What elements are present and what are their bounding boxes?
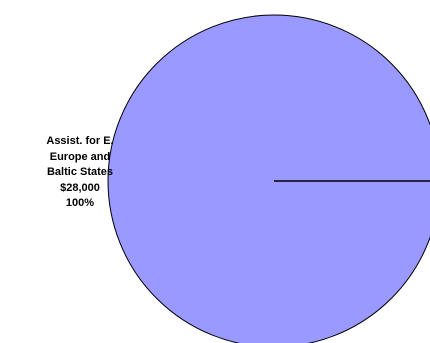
slice-label-line-3: Baltic States [46,166,114,178]
slice-percent-label: 100% [65,197,95,209]
slice-label-line-1: Assist. for E. [46,135,114,147]
slice-label-line-2: Europe and [49,150,111,163]
slice-value-label: $28,000 [60,181,100,194]
pie-slice [107,14,430,343]
pie-slice-label: Assist. for E. Europe and Baltic States … [20,134,140,212]
